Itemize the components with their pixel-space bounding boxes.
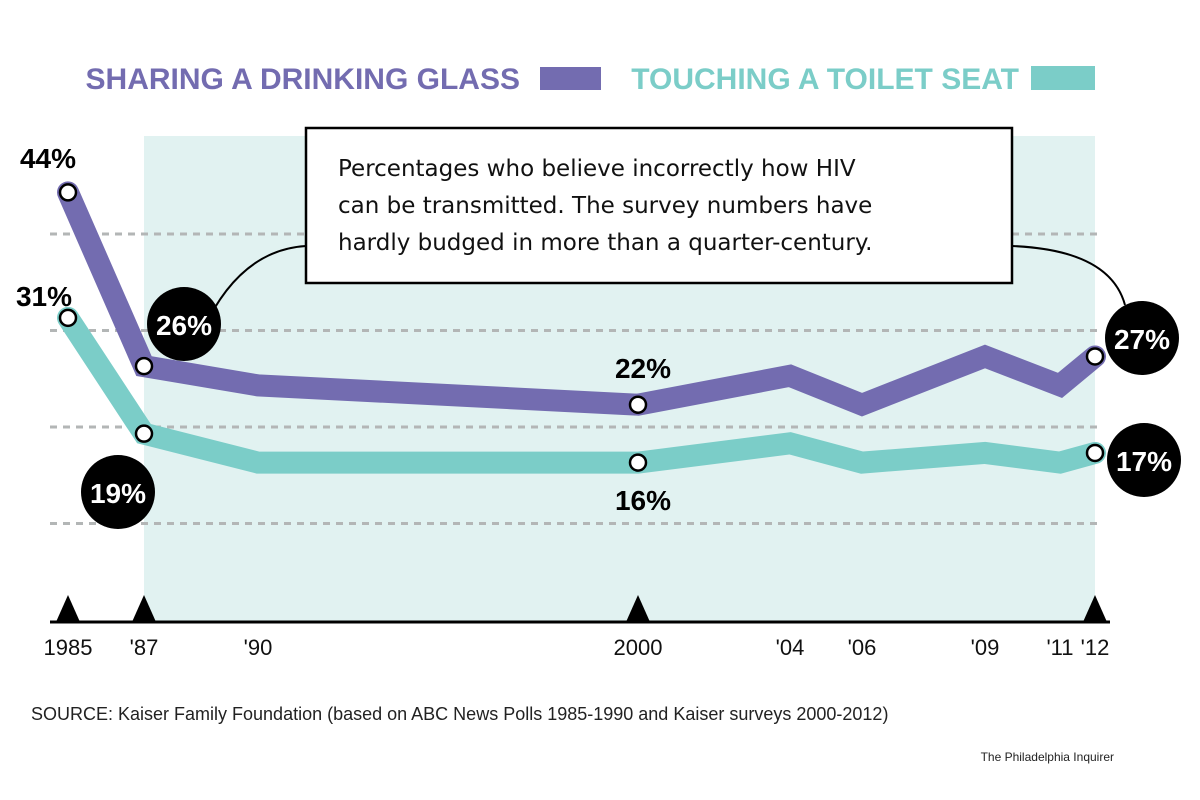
data-point-marker <box>1085 443 1105 463</box>
data-label: 44% <box>20 143 76 174</box>
value-badge <box>147 287 221 361</box>
value-badge <box>1107 423 1181 497</box>
x-tick-label: '12 <box>1081 635 1110 660</box>
data-point-marker <box>628 395 648 414</box>
data-label: 16% <box>615 485 671 516</box>
x-tick-label: '11 <box>1046 635 1073 660</box>
year-marker-triangle <box>56 595 80 622</box>
data-point-marker <box>1085 347 1105 366</box>
x-tick-label: '06 <box>848 635 877 660</box>
data-label: 31% <box>16 281 72 312</box>
x-tick-label: '09 <box>971 635 1000 660</box>
series-line-drinking-glass <box>57 181 1106 417</box>
data-label: 17% <box>1116 446 1172 477</box>
data-point-marker <box>58 308 78 328</box>
x-tick-label: '87 <box>130 635 159 660</box>
data-point-marker <box>58 183 78 202</box>
annotation-text-line: Percentages who believe incorrectly how … <box>338 156 856 182</box>
data-label: 27% <box>1114 324 1170 355</box>
x-tick-label: 2000 <box>614 635 663 660</box>
legend-label: SHARING A DRINKING GLASS <box>86 63 520 96</box>
value-badge <box>1105 301 1179 375</box>
legend-swatch <box>540 67 601 90</box>
data-label: 19% <box>90 478 146 509</box>
annotation-text-line: hardly budged in more than a quarter-cen… <box>338 230 872 256</box>
data-point-marker <box>628 453 648 472</box>
data-label: 22% <box>615 353 671 384</box>
data-point-marker <box>134 356 154 376</box>
legend-swatch <box>1031 66 1095 90</box>
year-marker-triangle <box>1083 595 1107 622</box>
value-badge <box>81 455 155 529</box>
x-tick-label: 1985 <box>44 635 93 660</box>
annotation-text-line: can be transmitted. The survey numbers h… <box>338 193 872 219</box>
data-label: 26% <box>156 310 212 341</box>
publisher-credit: The Philadelphia Inquirer <box>980 750 1114 764</box>
year-marker-triangle <box>132 595 156 622</box>
callout-connector-right <box>1011 245 1126 306</box>
source-note: SOURCE: Kaiser Family Foundation (based … <box>31 704 889 724</box>
legend-label: TOUCHING A TOILET SEAT <box>631 63 1019 96</box>
data-point-marker <box>134 424 154 443</box>
year-marker-triangle <box>626 595 650 622</box>
x-tick-label: '90 <box>244 635 273 660</box>
x-tick-label: '04 <box>776 635 805 660</box>
series-line-toilet-seat <box>57 306 1106 474</box>
annotation-box <box>304 126 1014 285</box>
